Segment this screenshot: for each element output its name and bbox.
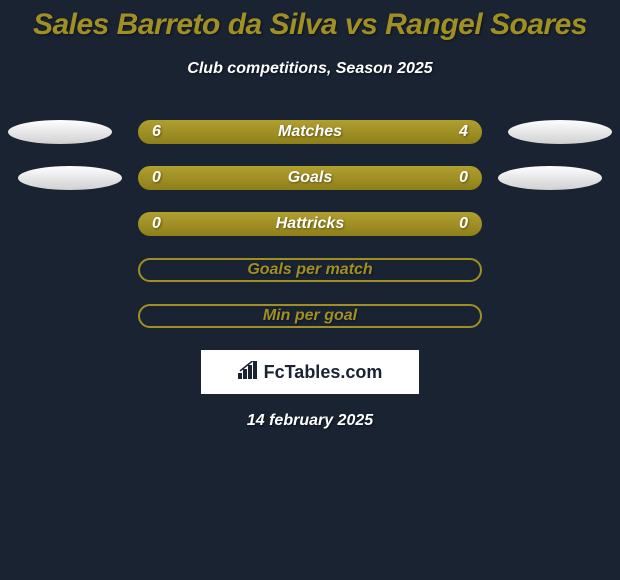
stat-label: Goals per match xyxy=(247,261,372,279)
chart-icon xyxy=(238,361,260,384)
stats-area: 6 Matches 4 0 Goals 0 0 Hattricks 0 xyxy=(0,120,620,328)
logo: FcTables.com xyxy=(238,361,383,384)
stat-label: Min per goal xyxy=(263,307,357,325)
stat-row-hattricks: 0 Hattricks 0 xyxy=(0,212,620,236)
right-ellipse xyxy=(508,120,612,144)
stat-left-value: 6 xyxy=(152,123,161,141)
left-ellipse xyxy=(8,120,112,144)
stat-row-goals-per-match: Goals per match xyxy=(0,258,620,282)
stat-bar: 0 Goals 0 xyxy=(138,166,482,190)
left-ellipse xyxy=(18,166,122,190)
stat-right-value: 0 xyxy=(459,215,468,233)
stat-label: Matches xyxy=(278,123,342,141)
right-ellipse xyxy=(498,166,602,190)
stat-label: Goals xyxy=(288,169,332,187)
stat-right-value: 4 xyxy=(459,123,468,141)
footer-date: 14 february 2025 xyxy=(0,412,620,430)
stat-row-matches: 6 Matches 4 xyxy=(0,120,620,144)
logo-text: FcTables.com xyxy=(264,362,383,383)
logo-box: FcTables.com xyxy=(201,350,419,394)
stat-right-value: 0 xyxy=(459,169,468,187)
stat-bar: Min per goal xyxy=(138,304,482,328)
stat-row-min-per-goal: Min per goal xyxy=(0,304,620,328)
stat-row-goals: 0 Goals 0 xyxy=(0,166,620,190)
comparison-infographic: Sales Barreto da Silva vs Rangel Soares … xyxy=(0,0,620,430)
stat-bar: 0 Hattricks 0 xyxy=(138,212,482,236)
stat-bar: Goals per match xyxy=(138,258,482,282)
stat-left-value: 0 xyxy=(152,169,161,187)
stat-label: Hattricks xyxy=(276,215,344,233)
stat-bar: 6 Matches 4 xyxy=(138,120,482,144)
page-title: Sales Barreto da Silva vs Rangel Soares xyxy=(0,8,620,42)
subtitle: Club competitions, Season 2025 xyxy=(0,60,620,78)
stat-left-value: 0 xyxy=(152,215,161,233)
